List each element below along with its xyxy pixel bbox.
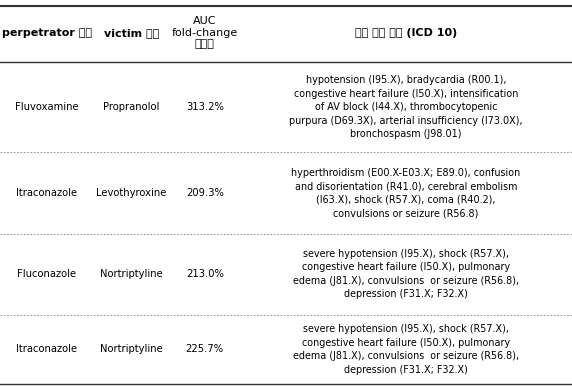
Text: Itraconazole: Itraconazole	[17, 188, 77, 198]
Text: Itraconazole: Itraconazole	[17, 344, 77, 354]
Text: severe hypotension (I95.X), shock (R57.X),
congestive heart failure (I50.X), pul: severe hypotension (I95.X), shock (R57.X…	[293, 249, 519, 300]
Text: 의심 이상 반응 (ICD 10): 의심 이상 반응 (ICD 10)	[355, 28, 457, 38]
Text: Fluvoxamine: Fluvoxamine	[15, 102, 79, 112]
Text: 213.0%: 213.0%	[186, 269, 224, 279]
Text: Nortriptyline: Nortriptyline	[100, 344, 163, 354]
Text: 313.2%: 313.2%	[186, 102, 224, 112]
Text: 225.7%: 225.7%	[186, 344, 224, 354]
Text: victim 약물: victim 약물	[104, 28, 159, 38]
Text: Fluconazole: Fluconazole	[17, 269, 77, 279]
Text: AUC
fold-change
예측값: AUC fold-change 예측값	[172, 16, 238, 49]
Text: hypotension (I95.X), bradycardia (R00.1),
congestive heart failure (I50.X), inte: hypotension (I95.X), bradycardia (R00.1)…	[289, 75, 523, 139]
Text: Levothyroxine: Levothyroxine	[96, 188, 167, 198]
Text: Propranolol: Propranolol	[104, 102, 160, 112]
Text: perpetrator 약물: perpetrator 약물	[2, 28, 92, 38]
Text: 209.3%: 209.3%	[186, 188, 224, 198]
Text: Nortriptyline: Nortriptyline	[100, 269, 163, 279]
Text: hyperthroidism (E00.X-E03.X; E89.0), confusion
and disorientation (R41.0), cereb: hyperthroidism (E00.X-E03.X; E89.0), con…	[292, 168, 521, 218]
Text: severe hypotension (I95.X), shock (R57.X),
congestive heart failure (I50.X), pul: severe hypotension (I95.X), shock (R57.X…	[293, 324, 519, 375]
